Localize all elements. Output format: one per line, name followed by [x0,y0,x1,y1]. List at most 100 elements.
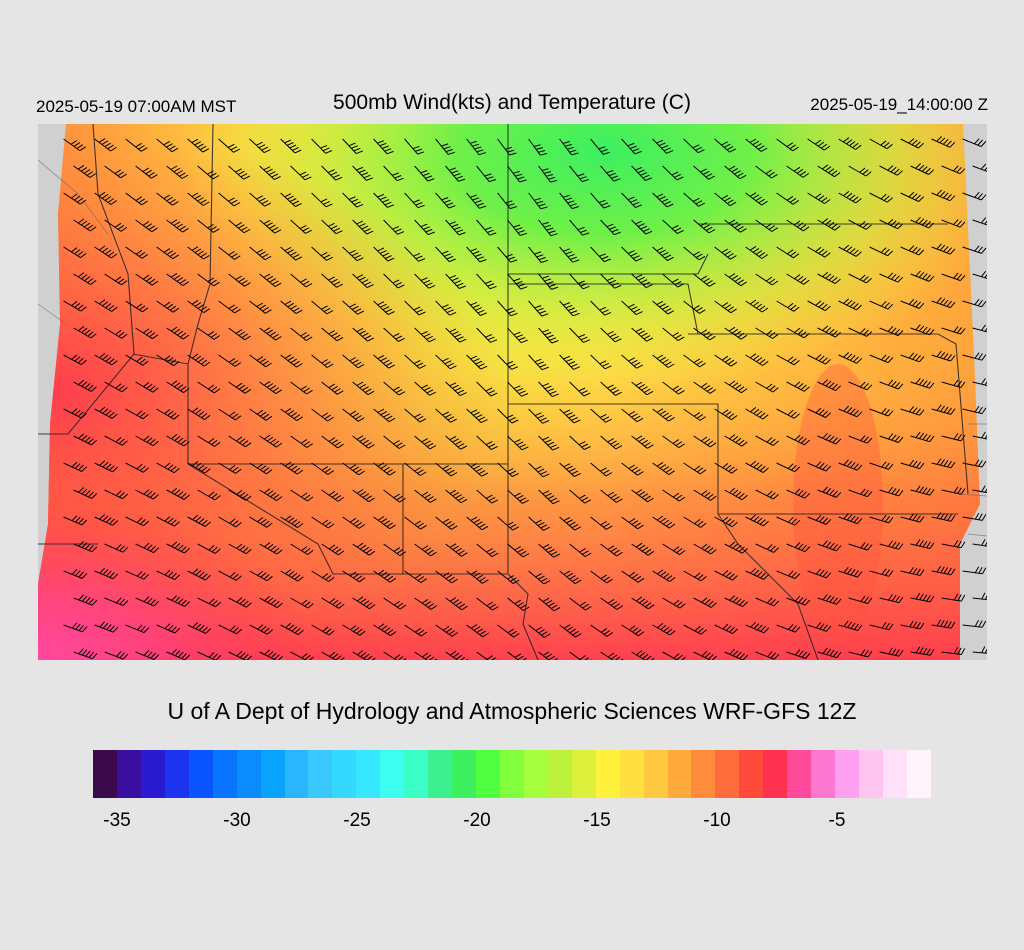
colorbar-swatch [547,750,572,798]
wind-barb [290,651,314,660]
wind-barb [187,192,210,206]
wind-barb [404,300,426,316]
wind-barb [693,219,716,234]
wind-barb [559,192,579,210]
wind-barb [249,354,272,368]
wind-barb [631,489,654,503]
wind-barb [528,354,549,371]
wind-barb [218,570,242,581]
wind-barb [404,246,426,262]
wind-barb [745,514,769,527]
colorbar-swatch [787,750,812,798]
wind-barb [683,246,706,261]
wind-barb [249,624,273,635]
wind-barb [342,246,364,262]
wind-barb [848,649,873,658]
wind-barb [528,462,550,478]
wind-barb [776,462,801,473]
wind-barb [724,326,748,340]
wind-barb [352,596,376,610]
wind-barb [311,516,335,529]
wind-barb [104,219,128,232]
wind-barb [972,378,987,387]
wind-barb [321,165,343,181]
wind-barb [941,593,966,602]
wind-barb [94,353,118,366]
wind-barb [559,138,579,156]
wind-barb [962,191,987,201]
wind-barb [652,461,675,476]
wind-barb [724,273,747,287]
wind-barb [745,568,770,580]
wind-barb [445,650,469,660]
wind-barb [311,408,334,422]
wind-barb [497,462,519,477]
wind-barb [962,298,987,308]
wind-barb [528,246,549,263]
wind-barb [63,461,88,472]
colorbar-swatch [499,750,524,798]
wind-barb [652,192,674,208]
wind-barb [94,460,118,473]
wind-barb [941,433,966,442]
wind-barb [445,597,468,611]
wind-barb [94,514,119,526]
wind-barb [693,543,717,555]
wind-barb [538,327,559,344]
colorbar-tick-label: -20 [463,810,491,831]
wind-barb [714,138,737,153]
wind-barb [166,165,189,179]
wind-barb [197,435,221,447]
wind-barb [569,543,592,558]
wind-barb [187,353,211,367]
wind-barb [838,352,863,364]
wind-barb [745,407,769,420]
wind-barb [73,648,98,660]
wind-barb [311,570,335,582]
wind-barb [931,189,956,202]
wind-barb [755,543,780,553]
wind-barb [218,354,242,367]
wind-barb [910,539,935,549]
wind-barb [125,246,149,259]
wind-barb [972,646,987,654]
wind-barb [538,597,561,612]
wind-barb [724,434,748,447]
wind-barb [621,408,644,423]
wind-barb [538,165,558,183]
wind-barb [621,300,643,316]
wind-barb [786,434,811,446]
wind-barb [197,597,222,608]
wind-barb [73,433,97,446]
wind-barb [693,327,716,341]
wind-barb [869,354,894,364]
wind-barb [435,570,458,584]
wind-barb [218,192,241,207]
wind-barb [414,651,438,660]
valid-time-local: 2025-05-19 07:00AM MST [36,97,237,116]
wind-barb [755,273,779,286]
wind-barb [383,381,406,396]
colorbar-tick-label: -30 [223,810,251,831]
wind-barb [404,570,427,584]
wind-barbs [63,136,987,660]
wind-barb [476,489,499,504]
wind-barb [621,354,644,369]
wind-barb [621,138,642,155]
wind-barb [280,515,304,529]
wind-barb [569,219,590,236]
wind-barb [249,192,272,207]
wind-barb [466,354,488,370]
wind-barb [94,138,117,152]
wind-barb [714,300,737,314]
wind-barb [559,570,582,585]
wind-barb [745,138,768,152]
wind-barb [528,516,550,531]
wind-barb [249,246,272,261]
colorbar-swatch [212,750,237,798]
wind-barb [900,567,925,576]
wind-barb [290,381,313,395]
wind-barb [435,516,458,530]
wind-barb [869,300,894,310]
wind-barb [156,462,180,474]
